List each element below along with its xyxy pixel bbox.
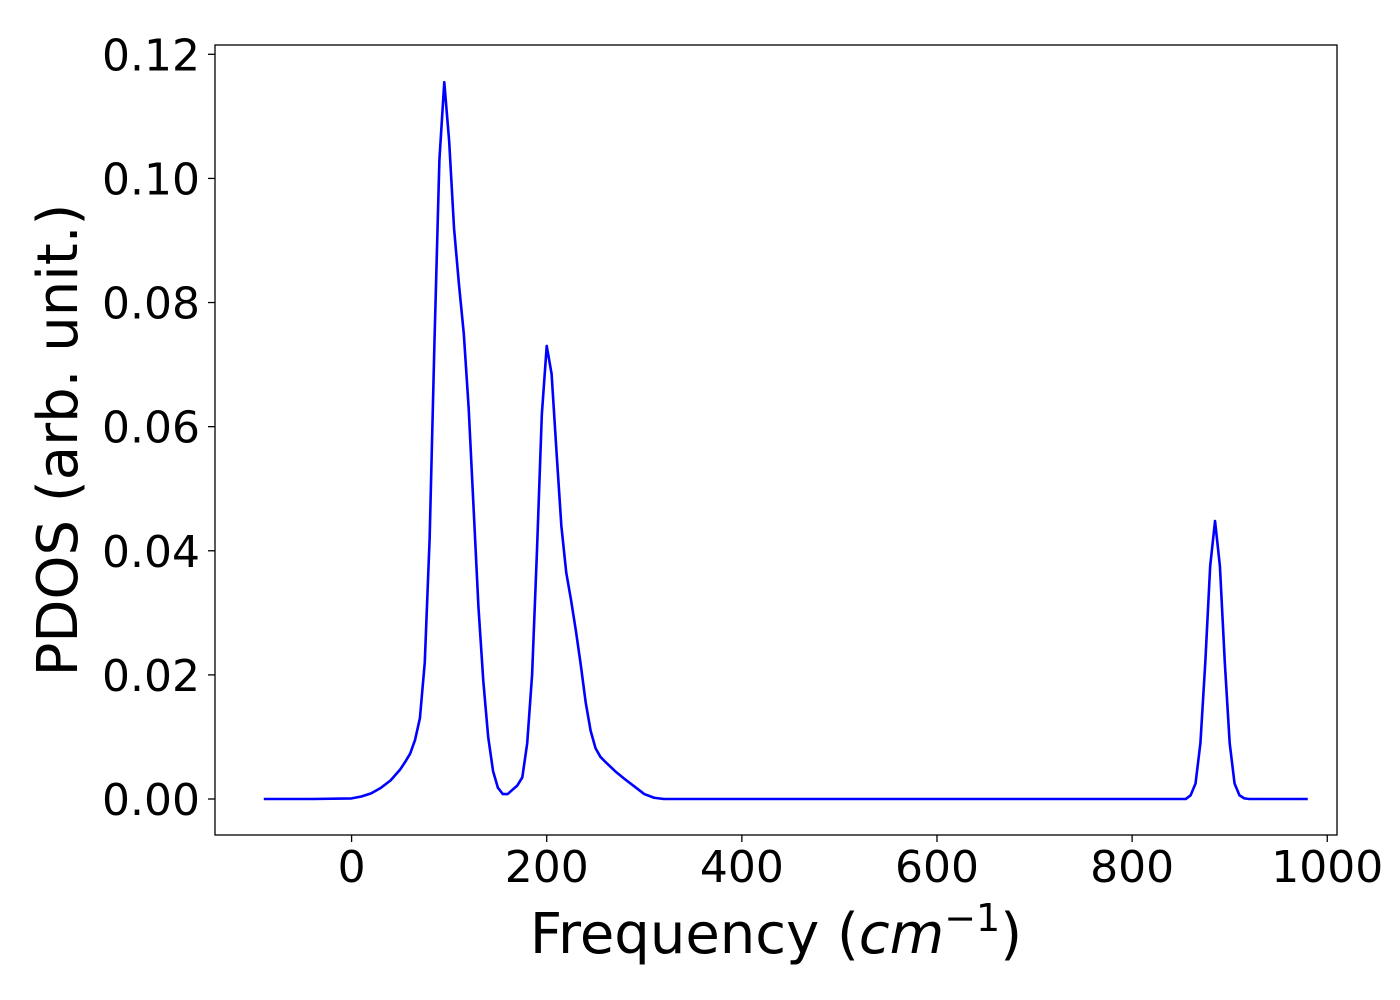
- pdos-series-line: [263, 80, 1308, 801]
- x-axis-label: Frequency (cm−1): [530, 896, 1022, 967]
- x-tick-label: 1000: [1271, 842, 1383, 893]
- y-tick-label: 0.06: [102, 403, 200, 454]
- y-tick-label: 0.04: [102, 527, 200, 578]
- y-tick-label: 0.12: [102, 30, 200, 81]
- x-tick-label: 800: [1090, 842, 1174, 893]
- plot-area: [263, 80, 1308, 801]
- x-tick-label: 400: [700, 842, 784, 893]
- x-tick-label: 0: [338, 842, 366, 893]
- y-tick-label: 0.10: [102, 154, 200, 205]
- y-axis: 0.00 0.02 0.04 0.06 0.08 0.10 0.12: [102, 30, 215, 826]
- y-axis-label: PDOS (arb. unit.): [26, 204, 91, 677]
- x-tick-label: 600: [895, 842, 979, 893]
- axes-frame: [214, 44, 1338, 836]
- y-tick-label: 0.00: [102, 775, 200, 826]
- x-tick-label: 200: [505, 842, 589, 893]
- x-axis: 0 200 400 600 800 1000: [338, 835, 1383, 893]
- y-tick-label: 0.02: [102, 651, 200, 702]
- y-tick-label: 0.08: [102, 279, 200, 330]
